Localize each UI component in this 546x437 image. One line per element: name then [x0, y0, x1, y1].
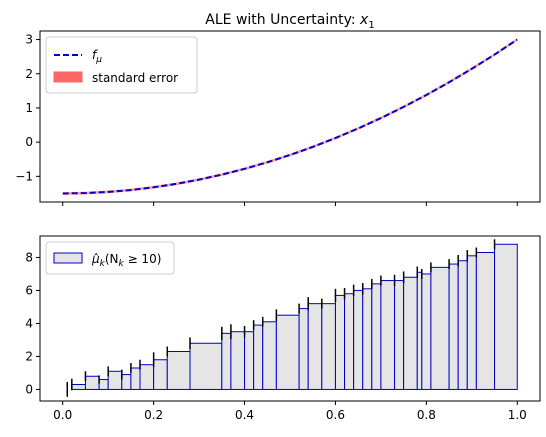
- bottom-y-tick-label: 8: [25, 250, 33, 264]
- ale-bar: [380, 280, 396, 390]
- ale-bar: [98, 379, 109, 390]
- bottom-y-tick-label: 6: [25, 283, 33, 297]
- legend-label-f-mu: fμ: [92, 48, 102, 65]
- legend-label-mu-hat: μ̂k(Nk ≥ 10): [91, 252, 161, 269]
- f-mu-line: [62, 38, 518, 195]
- bottom-plot-area: [66, 239, 518, 397]
- ale-bar: [321, 303, 336, 390]
- bottom-x-tick-label: 0.6: [326, 408, 345, 422]
- ale-bar: [221, 332, 232, 390]
- legend-bar-swatch: [53, 252, 83, 264]
- bottom-axes: 0 2 4 6 8 0.0 0.2 0.4 0.6 0.8 1.0: [25, 250, 526, 422]
- ale-bar: [494, 243, 518, 390]
- ale-bar: [130, 367, 141, 390]
- ale-bar: [153, 359, 168, 390]
- ale-bar: [475, 252, 496, 390]
- ale-bar: [430, 266, 450, 390]
- legend-label-standard-error: standard error: [92, 71, 178, 85]
- ale-bar: [334, 294, 346, 390]
- top-y-tick-label: 1: [25, 101, 33, 115]
- ale-bar: [84, 375, 100, 390]
- ale-bar: [448, 263, 459, 390]
- chart-title: ALE with Uncertainty: x1: [205, 12, 374, 31]
- ale-bar: [457, 260, 468, 390]
- top-y-tick-label: 2: [25, 67, 33, 81]
- bottom-legend: μ̂k(Nk ≥ 10): [45, 241, 175, 275]
- bottom-x-tick-label: 0.2: [144, 408, 163, 422]
- ale-bar: [298, 308, 309, 390]
- ale-bar: [244, 331, 255, 390]
- top-y-tick-label: 3: [25, 33, 33, 47]
- top-legend: fμ standard error: [45, 36, 198, 94]
- ale-bar: [421, 273, 432, 390]
- ale-bar: [121, 374, 132, 390]
- legend-error-swatch: [53, 71, 83, 83]
- top-legend-box: [45, 36, 198, 94]
- ale-bar: [166, 351, 191, 390]
- top-axes-frame: [39, 30, 541, 203]
- bottom-legend-box: [45, 241, 175, 275]
- top-panel: ALE with Uncertainty: x1 −1 0 1 2 3 fμ stand…: [15, 12, 541, 206]
- ale-bar: [394, 280, 405, 390]
- top-axes: −1 0 1 2 3: [15, 33, 518, 206]
- bottom-y-tick-label: 0: [25, 382, 33, 396]
- bottom-panel: 0 2 4 6 8 0.0 0.2 0.4 0.6 0.8 1.0 μ̂k(Nk ≥ 10): [25, 235, 541, 422]
- bottom-x-tick-label: 0.4: [235, 408, 254, 422]
- top-plot-area: [62, 38, 518, 195]
- bottom-y-tick-label: 2: [25, 349, 33, 363]
- top-y-tick-label: −1: [15, 169, 33, 183]
- ale-bar: [416, 271, 423, 390]
- bottom-axes-frame: [39, 235, 541, 402]
- ale-bar: [71, 384, 86, 390]
- ale-bar: [139, 364, 155, 390]
- bottom-x-tick-label: 1.0: [508, 408, 527, 422]
- bottom-y-tick-label: 4: [25, 316, 33, 330]
- ale-bar: [353, 289, 364, 390]
- ale-bar: [403, 276, 418, 390]
- ale-bar: [230, 331, 246, 390]
- ale-bar: [262, 321, 277, 390]
- ale-bar: [275, 314, 300, 390]
- ale-bar: [189, 342, 223, 390]
- ale-bar: [362, 288, 373, 390]
- bottom-x-tick-label: 0.8: [417, 408, 436, 422]
- ale-bar: [253, 324, 264, 390]
- ale-bar: [344, 293, 355, 390]
- ale-bar: [307, 303, 323, 390]
- ale-bar: [107, 370, 123, 390]
- ale-bar: [371, 283, 382, 390]
- top-y-tick-label: 0: [25, 135, 33, 149]
- bottom-x-tick-label: 0.0: [53, 408, 72, 422]
- ale-bar: [466, 255, 477, 390]
